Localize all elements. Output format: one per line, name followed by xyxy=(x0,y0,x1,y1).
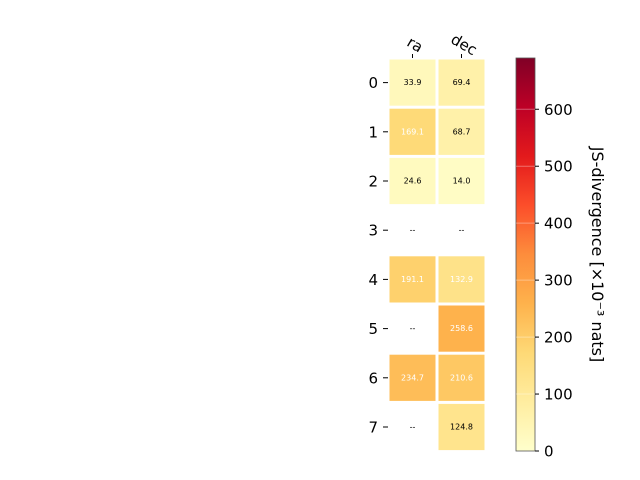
cell-label-0-ra: 33.9 xyxy=(404,78,422,87)
colorbar-tick-label-500: 500 xyxy=(544,158,573,176)
row-label-5: 5 xyxy=(368,320,378,338)
colorbar-label: JS-divergence [×10⁻³ nats] xyxy=(588,146,607,362)
colorbar-tick-label-0: 0 xyxy=(544,443,554,461)
cell-label-6-ra: 234.7 xyxy=(401,373,424,382)
heatmap-cell-4-dec xyxy=(438,256,485,303)
heatmap-cell-5-dec xyxy=(438,305,485,352)
row-label-4: 4 xyxy=(368,271,378,289)
cell-label-0-dec: 69.4 xyxy=(453,78,471,87)
row-label-6: 6 xyxy=(368,369,378,387)
column-label-ra: ra xyxy=(404,33,426,56)
heatmap-cells: 33.9 69.4 169.1 68.7 24.6 14.0 -- -- 191.1 132.9 -… xyxy=(389,59,485,451)
colorbar-tick-label-300: 300 xyxy=(544,272,573,290)
cell-label-7-dec: 124.8 xyxy=(450,423,473,432)
row-label-7: 7 xyxy=(368,419,378,437)
heatmap-cell-1-dec xyxy=(438,108,485,155)
row-label-2: 2 xyxy=(368,173,378,191)
cell-label-1-ra: 169.1 xyxy=(401,127,424,136)
cell-label-2-dec: 14.0 xyxy=(453,177,471,186)
colorbar-gradient xyxy=(515,57,536,452)
heatmap-cell-6-dec xyxy=(438,354,485,401)
cell-label-5-ra: -- xyxy=(410,324,416,333)
cell-label-3-dec: -- xyxy=(459,226,465,235)
heatmap-cell-7-dec xyxy=(438,403,485,451)
cell-label-3-ra: -- xyxy=(410,226,416,235)
cell-label-2-ra: 24.6 xyxy=(404,177,422,186)
cell-label-5-dec: 258.6 xyxy=(450,324,473,333)
colorbar-tick-label-200: 200 xyxy=(544,329,573,347)
cell-label-6-dec: 210.6 xyxy=(450,373,473,382)
cell-label-1-dec: 68.7 xyxy=(453,127,471,136)
heatmap-cell-1-ra xyxy=(389,108,436,155)
colorbar-tick-label-400: 400 xyxy=(544,215,573,233)
row-label-3: 3 xyxy=(368,222,378,240)
colorbar-tick-label-100: 100 xyxy=(544,386,573,404)
row-label-0: 0 xyxy=(368,74,378,92)
heatmap-cell-0-ra xyxy=(389,59,436,106)
heatmap-cell-4-ra xyxy=(389,256,436,303)
row-label-1: 1 xyxy=(368,123,378,141)
colorbar-tick-label-600: 600 xyxy=(544,101,573,119)
cell-label-7-ra: -- xyxy=(410,423,416,432)
heatmap-cell-6-ra xyxy=(389,354,436,401)
heatmap-cell-2-ra xyxy=(389,157,436,205)
heatmap-axes: ra dec 0 1 2 3 4 5 6 7 xyxy=(368,30,480,436)
column-label-dec: dec xyxy=(448,30,480,59)
heatmap-cell-0-dec xyxy=(438,59,485,106)
heatmap-cell-2-dec xyxy=(438,157,485,205)
cell-label-4-dec: 132.9 xyxy=(450,275,473,284)
colorbar: 0 100 200 300 400 500 600 JS-divergence [×10⁻³ … xyxy=(515,57,607,461)
cell-label-4-ra: 191.1 xyxy=(401,275,424,284)
